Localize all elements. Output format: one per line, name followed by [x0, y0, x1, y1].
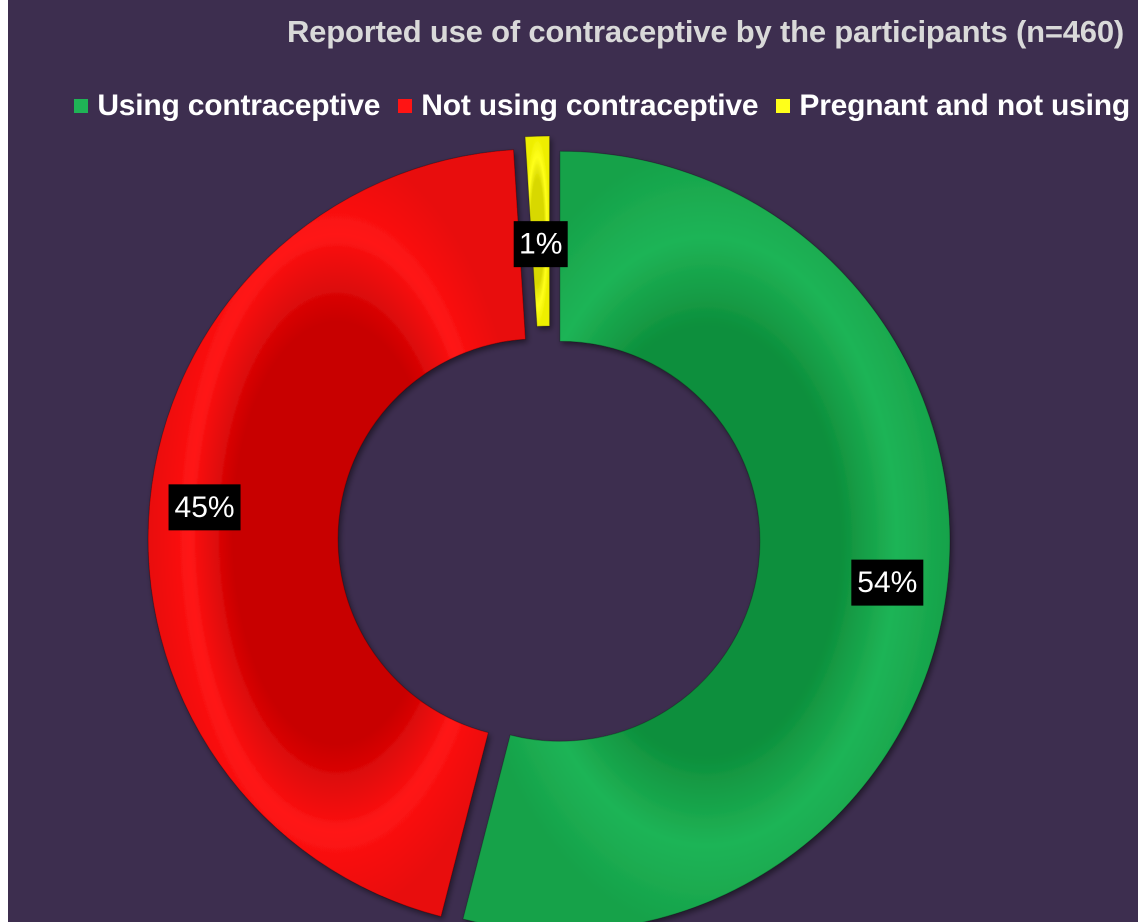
legend-swatch-pregnant	[776, 99, 791, 113]
data-label-using: 54%	[851, 559, 924, 606]
legend-swatch-not-using	[398, 99, 413, 113]
legend-label-not-using: Not using contraceptive	[421, 89, 759, 122]
data-label-not-using-text: 45%	[175, 491, 235, 524]
slice-using-contraceptive	[462, 150, 951, 922]
chart-legend: Using contraceptive Not using contracept…	[74, 89, 1130, 123]
legend-item-not-using: Not using contraceptive	[398, 89, 759, 123]
donut-slices	[147, 135, 951, 922]
data-label-pregnant-text: 1%	[519, 228, 562, 261]
legend-item-using: Using contraceptive	[74, 89, 380, 123]
data-label-using-box	[851, 559, 924, 606]
data-label-pregnant: 1%	[513, 221, 568, 268]
legend-item-pregnant: Pregnant and not using	[776, 89, 1130, 123]
data-label-using-text: 54%	[857, 566, 917, 599]
chart-title: Reported use of contraceptive by the par…	[287, 14, 1124, 49]
donut-data-labels: 54% 45% 1%	[168, 221, 924, 606]
slice-not-using-contraceptive	[147, 149, 527, 918]
legend-label-pregnant: Pregnant and not using	[799, 89, 1130, 122]
data-label-not-using: 45%	[168, 484, 241, 531]
legend-swatch-using	[74, 99, 89, 113]
data-label-not-using-box	[168, 484, 241, 531]
data-label-pregnant-box	[513, 221, 568, 268]
legend-label-using: Using contraceptive	[97, 89, 381, 122]
